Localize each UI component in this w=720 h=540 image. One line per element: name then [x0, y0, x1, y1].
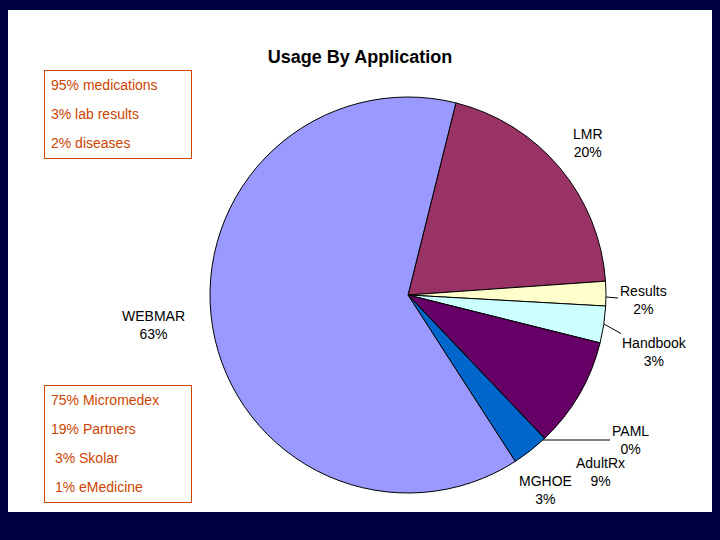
svg-text:PAML0%: PAML0% — [612, 423, 649, 457]
svg-text:Results2%: Results2% — [620, 283, 667, 317]
svg-text:WEBMAR63%: WEBMAR63% — [122, 308, 185, 342]
svg-text:AdultRx9%: AdultRx9% — [576, 455, 625, 489]
svg-text:MGHOE3%: MGHOE3% — [519, 473, 572, 507]
svg-text:Handbook3%: Handbook3% — [622, 335, 687, 369]
svg-text:Usage By Application: Usage By Application — [268, 47, 452, 67]
svg-text:LMR20%: LMR20% — [573, 126, 603, 160]
html-text:75% Micromedex 19% Partners 3%: 75% Micromedex 19% Partners 3% Skolar 1%… — [51, 392, 160, 495]
html-text:95% medications 3% lab results: 95% medications 3% lab results 2% diseas… — [51, 77, 158, 151]
